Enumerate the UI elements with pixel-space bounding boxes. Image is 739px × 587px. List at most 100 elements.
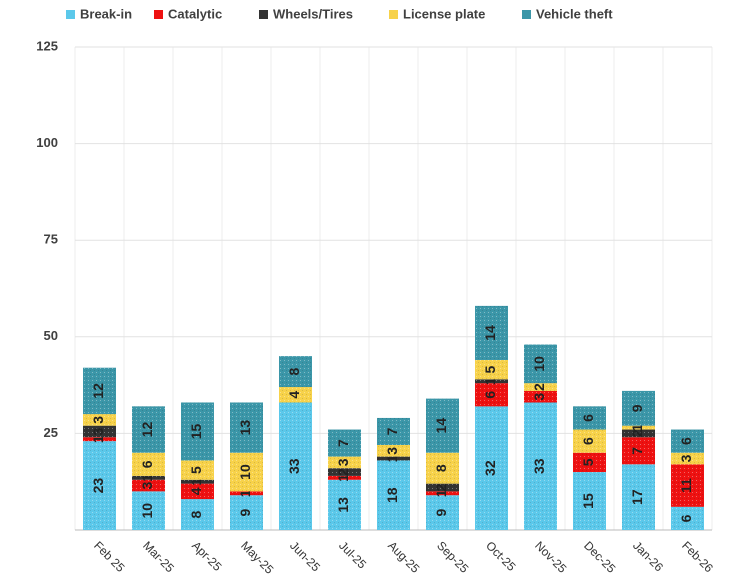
data-label: 33 <box>531 458 547 474</box>
data-label: 11 <box>678 478 694 493</box>
bar-texture <box>328 468 361 476</box>
x-tick-label: Feb 25 <box>91 538 128 575</box>
bar-texture <box>671 464 704 507</box>
bar-texture <box>426 398 459 453</box>
legend-swatch <box>389 10 398 19</box>
data-label: 10 <box>139 503 155 519</box>
x-tick-label: Oct-25 <box>483 538 519 574</box>
data-label: 1 <box>188 478 204 486</box>
data-label: 7 <box>384 427 400 435</box>
bar-texture <box>328 456 361 469</box>
data-label: 10 <box>237 464 253 480</box>
bar-texture <box>573 406 606 430</box>
x-tick-label: Jun-25 <box>287 538 323 574</box>
bar-texture <box>475 305 508 360</box>
bar-texture <box>524 344 557 384</box>
legend-label: Break-in <box>80 6 132 21</box>
data-label: 32 <box>482 460 498 476</box>
bar-texture <box>475 379 508 384</box>
data-label: 6 <box>580 437 596 445</box>
bar-texture <box>475 359 508 380</box>
data-label: 9 <box>433 509 449 517</box>
data-label: 33 <box>286 458 302 474</box>
data-label: 13 <box>335 497 351 513</box>
legend-label: License plate <box>403 6 485 21</box>
bar-texture <box>83 437 116 442</box>
data-label: 1 <box>482 377 498 385</box>
data-label: 6 <box>580 414 596 422</box>
y-tick-label: 25 <box>44 425 58 440</box>
data-label: 4 <box>286 391 302 399</box>
bar-texture <box>622 429 655 438</box>
data-label: 5 <box>580 458 596 466</box>
legend-swatch <box>522 10 531 19</box>
bar-texture <box>181 460 214 480</box>
bar-texture <box>328 475 361 480</box>
bar-texture <box>230 495 263 530</box>
bar-texture <box>328 429 361 457</box>
data-label: 13 <box>237 420 253 436</box>
bar-texture <box>181 479 214 484</box>
data-label: 6 <box>678 514 694 522</box>
bar-texture <box>622 464 655 530</box>
bar-texture <box>475 406 508 530</box>
data-label: 2 <box>531 383 547 391</box>
data-label: 6 <box>139 460 155 468</box>
bar-texture <box>671 452 704 465</box>
x-tick-label: Feb-26 <box>679 538 716 575</box>
x-tick-label: Aug-25 <box>385 538 422 575</box>
bar-texture <box>622 425 655 430</box>
data-label: 10 <box>531 356 547 372</box>
bar-texture <box>377 460 410 530</box>
data-label: 3 <box>90 416 106 424</box>
data-label: 5 <box>188 466 204 474</box>
bar-texture <box>181 499 214 530</box>
bar-texture <box>426 495 459 530</box>
data-label: 23 <box>90 478 106 494</box>
x-tick-label: Mar-25 <box>140 538 177 575</box>
x-tick-label: Jan-26 <box>630 538 666 574</box>
x-tick-label: May-25 <box>238 538 276 576</box>
data-label: 18 <box>384 487 400 503</box>
data-label: 1 <box>629 424 645 432</box>
bar-texture <box>181 483 214 500</box>
data-label: 3 <box>384 447 400 455</box>
bar-texture <box>230 452 263 492</box>
x-tick-label: Dec-25 <box>581 538 618 575</box>
legend-label: Wheels/Tires <box>273 6 353 21</box>
data-label: 3 <box>139 481 155 489</box>
bar-texture <box>83 414 116 426</box>
bar-texture <box>426 483 459 492</box>
y-tick-label: 50 <box>44 328 58 343</box>
bar-texture <box>83 441 116 530</box>
bar-texture <box>671 429 704 453</box>
bar-texture <box>377 417 410 445</box>
bar-texture <box>524 402 557 530</box>
data-label: 12 <box>90 383 106 399</box>
data-label: 1 <box>433 489 449 497</box>
bar-texture <box>475 383 508 407</box>
data-label: 8 <box>188 510 204 518</box>
data-label: 14 <box>482 325 498 341</box>
data-label: 1 <box>237 489 253 497</box>
bar-texture <box>132 406 165 453</box>
data-label: 15 <box>188 423 204 439</box>
bar-texture <box>279 387 312 403</box>
bar-texture <box>377 456 410 461</box>
data-label: 1 <box>384 454 400 462</box>
bar-texture <box>622 390 655 426</box>
data-label: 6 <box>482 391 498 399</box>
bar-texture <box>230 402 263 453</box>
bar-texture <box>83 425 116 438</box>
data-label: 9 <box>629 404 645 412</box>
data-label: 6 <box>678 437 694 445</box>
data-label: 14 <box>433 418 449 434</box>
legend-swatch <box>259 10 268 19</box>
bar-texture <box>132 491 165 530</box>
data-label: 15 <box>580 493 596 509</box>
legend-swatch <box>154 10 163 19</box>
data-label: 12 <box>139 422 155 438</box>
bar-texture <box>328 479 361 530</box>
legend-swatch <box>66 10 75 19</box>
data-label: 5 <box>482 366 498 374</box>
